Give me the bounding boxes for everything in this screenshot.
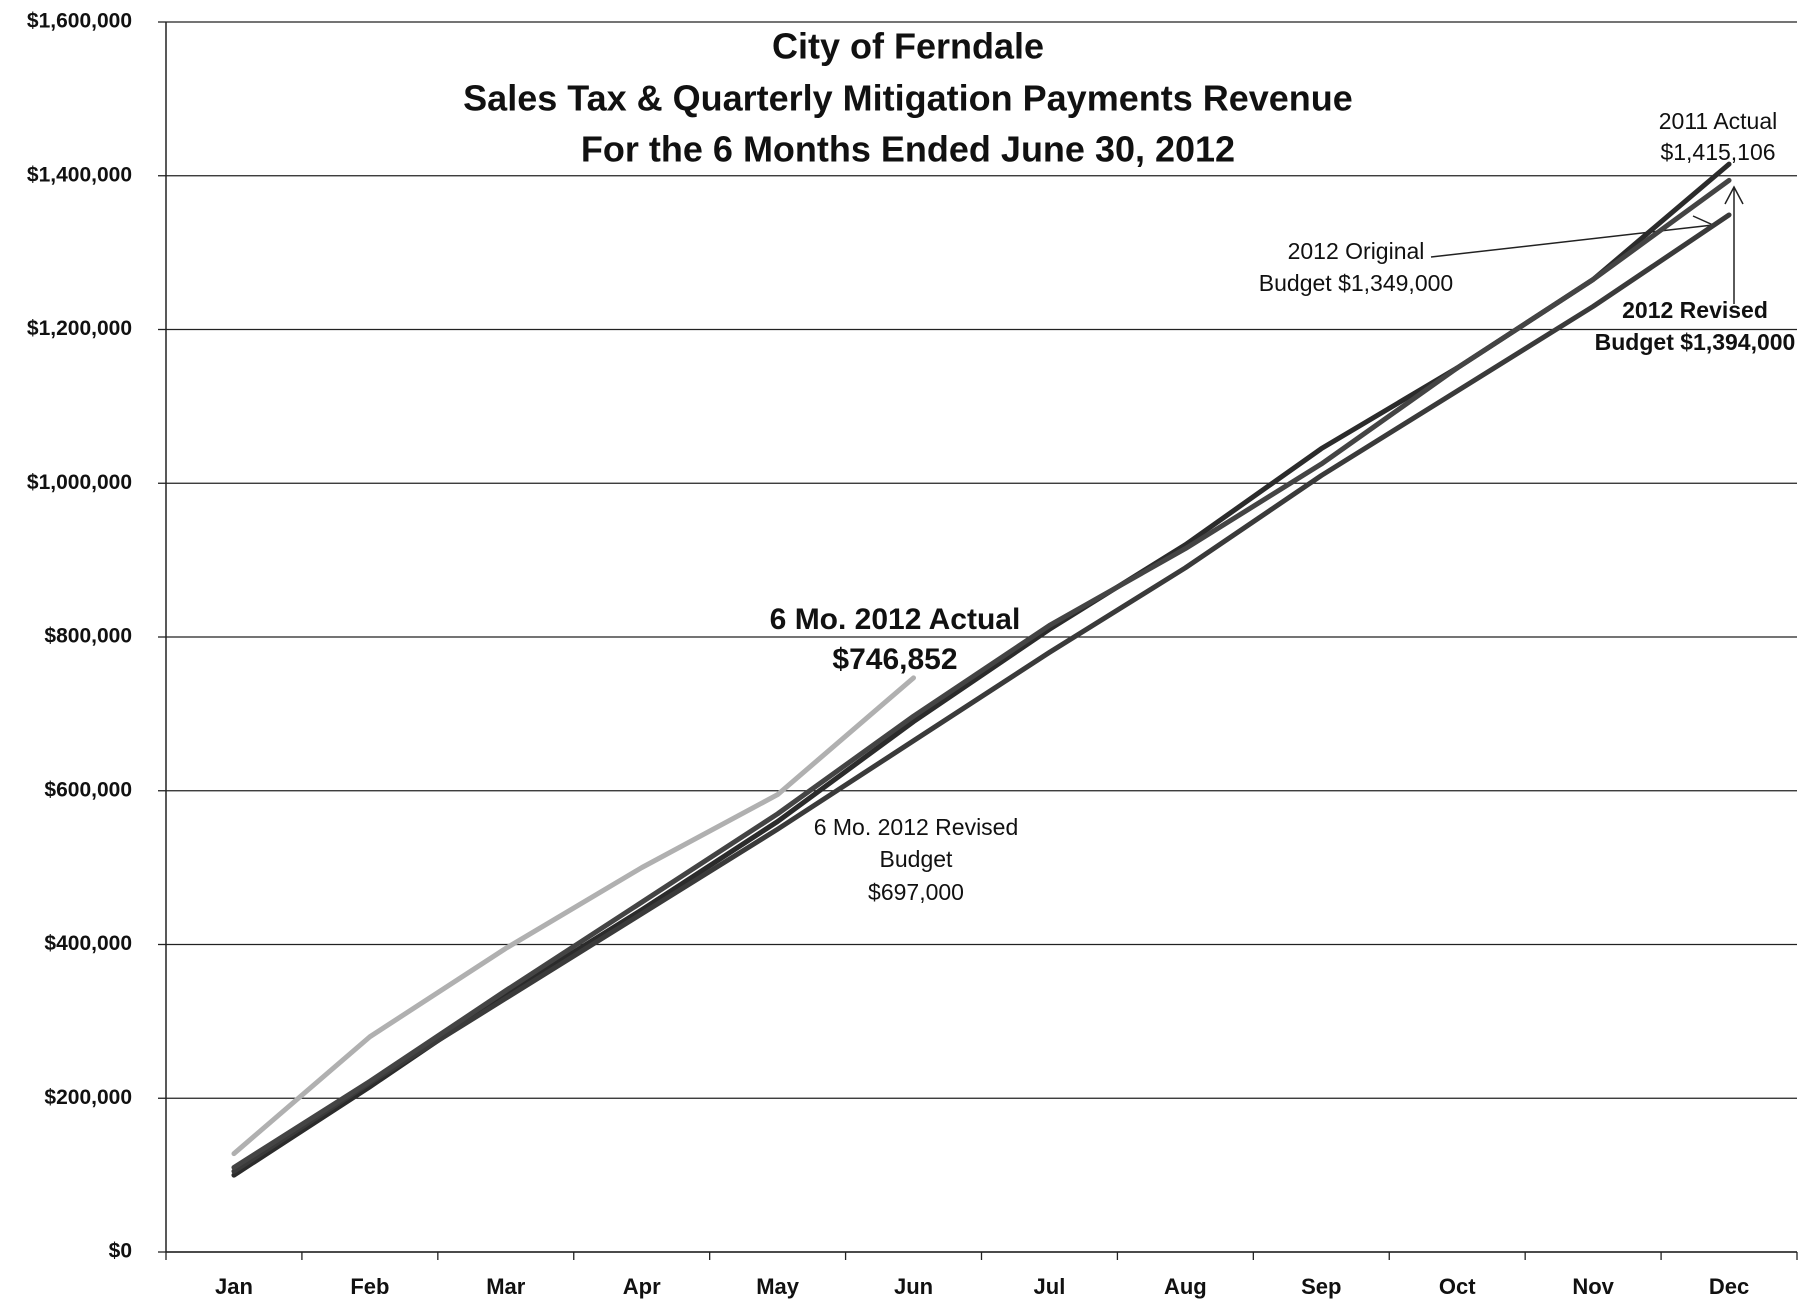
annotation: Budget $1,349,000 (1259, 270, 1453, 296)
annotation: Budget (880, 846, 954, 872)
y-tick-label: $400,000 (44, 932, 132, 955)
x-tick-label: Feb (350, 1274, 389, 1299)
annotation: 2011 Actual (1659, 108, 1778, 134)
x-tick-label: Aug (1164, 1274, 1207, 1299)
chart-title: Sales Tax & Quarterly Mitigation Payment… (463, 78, 1353, 119)
annotation: $1,415,106 (1660, 139, 1775, 165)
y-tick-label: $0 (109, 1240, 132, 1263)
y-tick-label: $1,400,000 (27, 163, 132, 186)
y-tick-label: $1,000,000 (27, 471, 132, 494)
x-tick-label: Nov (1572, 1274, 1614, 1299)
arrow-head (1724, 185, 1744, 205)
annotation: Budget $1,394,000 (1595, 329, 1796, 355)
y-tick-label: $1,600,000 (27, 10, 132, 33)
x-tick-label: Oct (1439, 1274, 1476, 1299)
annotation: 6 Mo. 2012 Actual (770, 603, 1021, 636)
annotation: 2012 Revised (1622, 297, 1768, 323)
x-tick-label: Dec (1709, 1274, 1749, 1299)
annotation: 2012 Original (1288, 238, 1425, 264)
chart-title: City of Ferndale (772, 26, 1044, 67)
series-line (231, 212, 1732, 1174)
x-tick-label: Apr (623, 1274, 661, 1299)
x-tick-label: Jan (215, 1274, 253, 1299)
x-tick-label: Mar (486, 1274, 526, 1299)
chart-title: For the 6 Months Ended June 30, 2012 (581, 129, 1235, 170)
series-line (231, 177, 1732, 1170)
x-tick-label: May (756, 1274, 800, 1299)
y-tick-label: $600,000 (44, 778, 132, 801)
y-tick-label: $1,200,000 (27, 317, 132, 340)
x-tick-label: Sep (1301, 1274, 1341, 1299)
annotation: $697,000 (868, 879, 964, 905)
x-tick-label: Jun (894, 1274, 933, 1299)
x-tick-label: Jul (1034, 1274, 1066, 1299)
y-tick-label: $800,000 (44, 625, 132, 648)
annotation: 6 Mo. 2012 Revised (814, 814, 1019, 840)
series-line (231, 675, 917, 1157)
y-tick-label: $200,000 (44, 1086, 132, 1109)
annotation-arrow (1430, 224, 1714, 258)
annotation: $746,852 (832, 643, 957, 676)
